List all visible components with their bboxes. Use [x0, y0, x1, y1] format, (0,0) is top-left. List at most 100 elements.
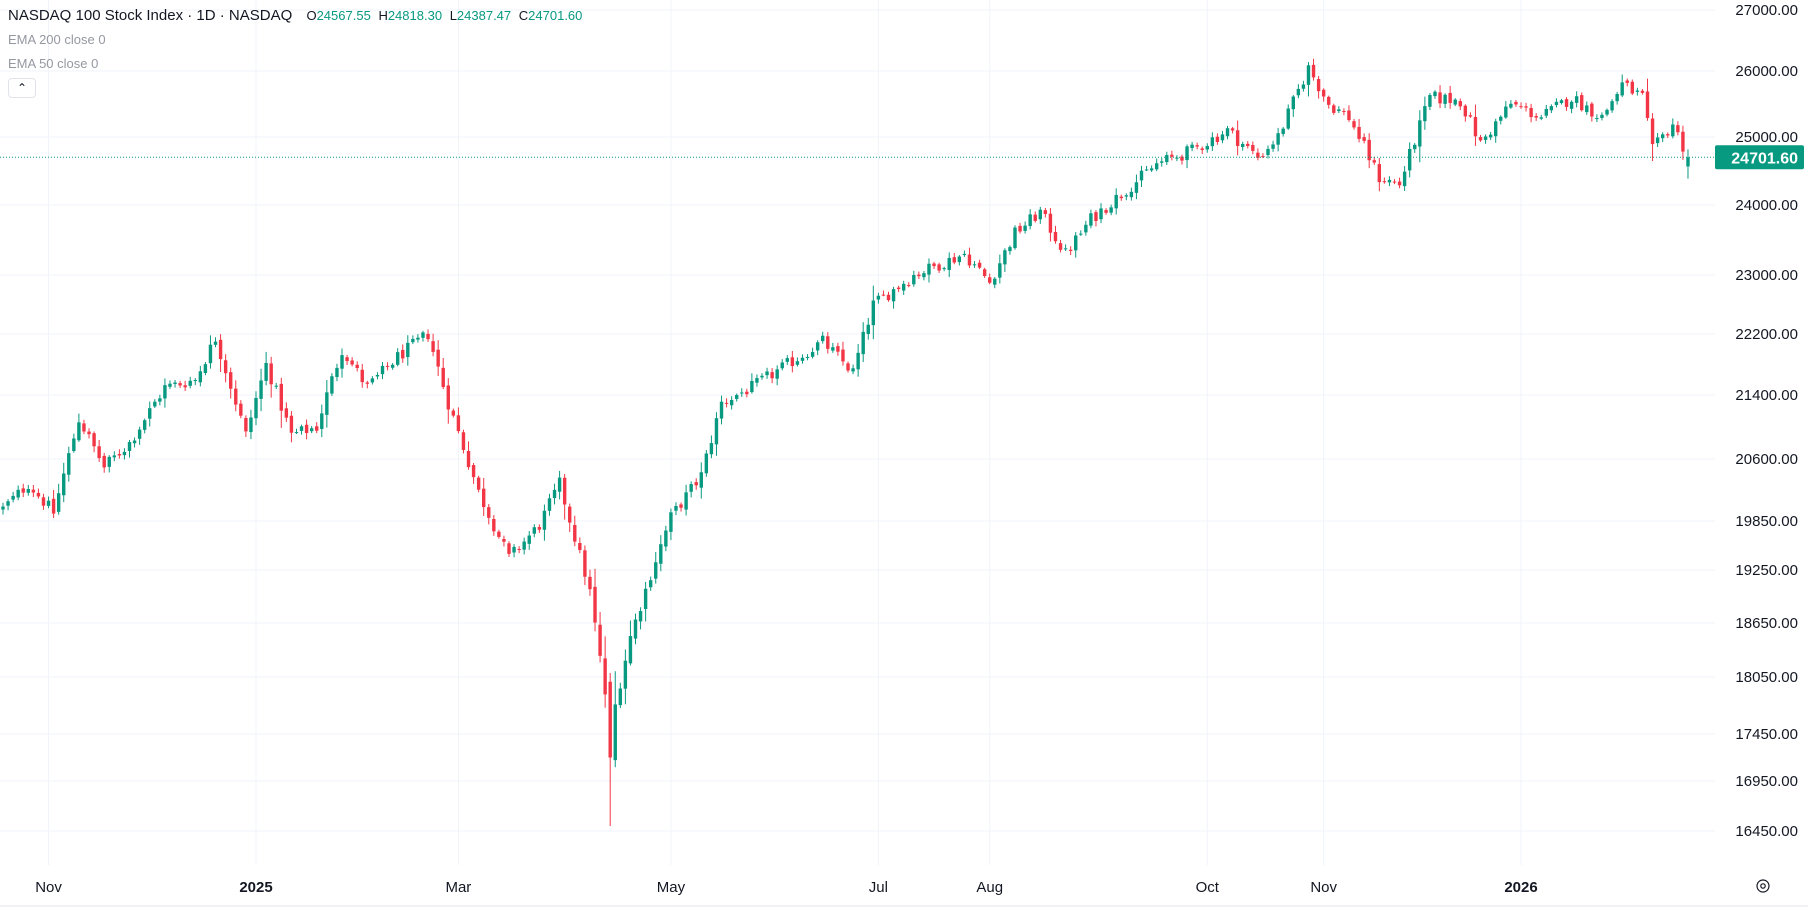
candle-body	[922, 273, 926, 278]
candle	[178, 380, 182, 388]
candle-body	[876, 295, 881, 300]
candle	[370, 376, 375, 385]
symbol-title[interactable]: NASDAQ 100 Stock Index · 1D · NASDAQ	[8, 7, 293, 24]
candle-body	[1119, 196, 1123, 199]
price-tick-label: 16450.00	[1735, 823, 1798, 840]
candle-body	[1144, 169, 1149, 171]
candle-body	[1549, 106, 1554, 111]
candle-body	[735, 395, 739, 399]
candle-body	[1266, 148, 1270, 156]
time-axis[interactable]: Nov 2025 Mar May Jul Aug Oct Nov 2026	[0, 879, 1808, 907]
candle	[289, 411, 294, 443]
candle	[1291, 94, 1295, 117]
candle-body	[67, 453, 71, 475]
candle-body	[659, 544, 663, 564]
candle-body	[790, 357, 795, 367]
candle-body	[750, 380, 754, 393]
candle	[1438, 85, 1442, 109]
candle-body	[1640, 90, 1645, 93]
candle	[1160, 158, 1164, 167]
candle	[795, 357, 800, 367]
candle	[1241, 141, 1245, 151]
candle-body	[537, 527, 542, 530]
price-tick-label: 18650.00	[1735, 615, 1798, 632]
candle	[401, 344, 405, 363]
candle	[507, 541, 511, 557]
candle-body	[912, 274, 916, 285]
candle	[1286, 104, 1290, 130]
high-label: H	[378, 8, 388, 23]
candle	[335, 363, 339, 382]
candle-body	[942, 268, 946, 270]
candle	[841, 341, 845, 366]
candle	[375, 372, 380, 380]
collapse-legend-button[interactable]: ⌃	[8, 78, 36, 98]
candle	[1220, 130, 1225, 144]
candle	[917, 271, 921, 280]
candle	[1423, 96, 1427, 130]
candle	[1256, 148, 1260, 161]
candle	[901, 280, 906, 295]
candle-body	[497, 531, 501, 537]
candle-body	[780, 362, 784, 369]
candle-body	[309, 428, 314, 432]
candle	[97, 439, 101, 462]
symbol-legend[interactable]: NASDAQ 100 Stock Index · 1D · NASDAQ O24…	[8, 6, 582, 26]
candle	[1509, 100, 1513, 109]
candle	[431, 333, 435, 357]
candle-body	[1215, 136, 1220, 143]
candle-body	[522, 541, 526, 550]
candle-body	[315, 426, 319, 431]
candle-body	[952, 257, 956, 263]
candle	[689, 481, 693, 498]
candle	[537, 524, 542, 533]
candle-body	[1660, 134, 1665, 139]
candle-body	[1230, 128, 1235, 131]
candle	[1089, 209, 1093, 229]
close-label: C	[518, 8, 529, 23]
candle-body	[1129, 191, 1134, 198]
candle	[1352, 118, 1356, 130]
candle	[1625, 78, 1629, 87]
candle-body	[1347, 110, 1351, 121]
candle	[82, 419, 86, 435]
candle	[1099, 203, 1103, 224]
candle-body	[881, 294, 886, 296]
candle	[51, 489, 56, 518]
candle-body	[1494, 121, 1498, 137]
candle-body	[97, 446, 101, 459]
candle-body	[502, 539, 506, 542]
price-axis[interactable]: 27000.00 26000.00 25000.00 24000.00 23000.00…	[1735, 2, 1798, 840]
candle	[466, 441, 471, 470]
candle	[117, 449, 122, 459]
candle	[1170, 150, 1174, 161]
candle-body	[107, 456, 111, 467]
candle	[1574, 91, 1579, 108]
chart-settings-button[interactable]	[1753, 876, 1773, 896]
candle-body	[724, 402, 729, 404]
candle	[1539, 114, 1543, 121]
indicator-ema50[interactable]: EMA 50 close 0	[8, 56, 99, 71]
candle	[598, 611, 602, 663]
low-value: 24387.47	[456, 8, 512, 23]
candle-body	[988, 277, 992, 283]
candle-body	[648, 580, 653, 588]
price-tick-label: 25000.00	[1735, 129, 1798, 146]
candle	[618, 682, 623, 709]
candle	[46, 496, 51, 509]
candle	[1569, 100, 1574, 114]
candle	[1215, 133, 1220, 145]
candle-body	[1504, 106, 1508, 118]
candle-body	[740, 392, 744, 394]
candle	[1079, 230, 1083, 236]
candle	[922, 270, 926, 281]
candle	[1261, 153, 1265, 159]
candle-body	[1554, 101, 1559, 106]
indicator-ema200[interactable]: EMA 200 close 0	[8, 32, 106, 47]
price-tick-label: 21400.00	[1735, 387, 1798, 404]
candle-body	[684, 492, 688, 510]
candle	[1190, 141, 1194, 152]
candle-body	[1574, 96, 1579, 103]
candle	[967, 247, 972, 269]
